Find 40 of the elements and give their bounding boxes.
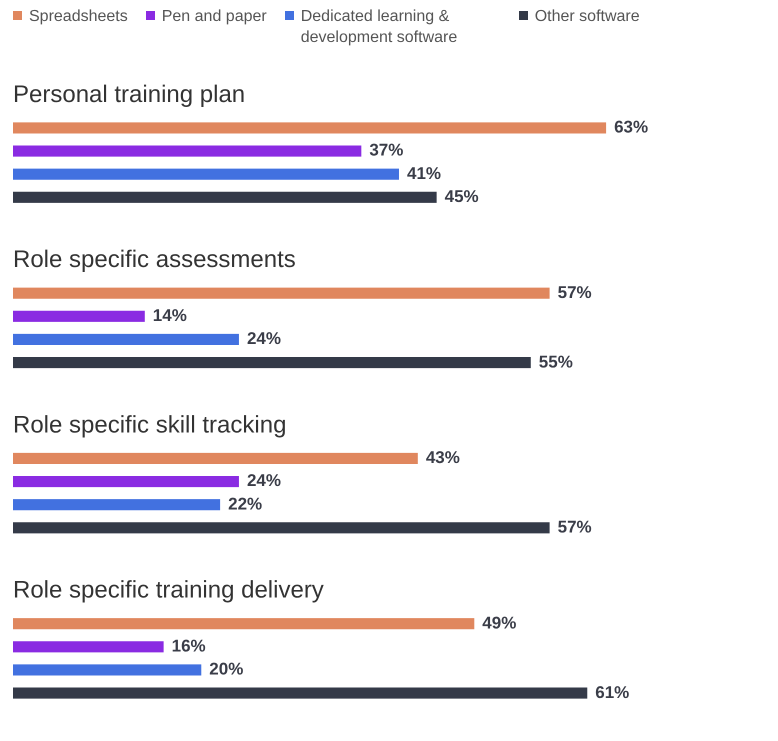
- data-label: 20%: [209, 660, 244, 679]
- bar: [13, 499, 220, 510]
- y-tick-label: Personal training plan: [13, 80, 246, 108]
- data-label: 37%: [369, 140, 404, 160]
- bar: [13, 688, 588, 699]
- data-label: 57%: [558, 282, 592, 302]
- data-label: 24%: [246, 471, 281, 490]
- data-label: 45%: [444, 187, 479, 206]
- data-label: 24%: [246, 329, 281, 348]
- data-label: 16%: [172, 636, 206, 656]
- y-tick-label: Role specific training delivery: [13, 576, 324, 604]
- bar: [13, 288, 550, 299]
- bar: [13, 192, 437, 203]
- legend-label: Pen and paper: [162, 7, 267, 27]
- bar: [13, 618, 474, 630]
- bar: [13, 122, 606, 134]
- bar: [13, 664, 202, 676]
- bar: [13, 476, 239, 488]
- bar: [13, 310, 145, 322]
- bar: [13, 641, 164, 652]
- data-label: 57%: [558, 518, 592, 537]
- bar: [13, 334, 239, 345]
- data-label: 22%: [228, 494, 262, 514]
- legend-label: Dedicated learning & development software: [300, 7, 458, 48]
- legend-label: Other software: [534, 7, 640, 27]
- legend-label: Spreadsheets: [29, 7, 128, 27]
- y-tick-label: Role specific assessments: [13, 246, 296, 274]
- data-label: 41%: [406, 164, 442, 183]
- data-label: 49%: [482, 613, 516, 632]
- data-label: 43%: [426, 448, 460, 468]
- data-label: 61%: [595, 682, 630, 702]
- data-label: 14%: [152, 306, 187, 325]
- y-tick-label: Role specific skill tracking: [13, 411, 286, 438]
- bar: [13, 168, 399, 180]
- bar: [13, 357, 531, 368]
- bar: [13, 452, 418, 464]
- data-label: 55%: [538, 352, 573, 372]
- bar: [13, 146, 362, 157]
- bar: [13, 522, 550, 534]
- data-label: 63%: [614, 118, 648, 137]
